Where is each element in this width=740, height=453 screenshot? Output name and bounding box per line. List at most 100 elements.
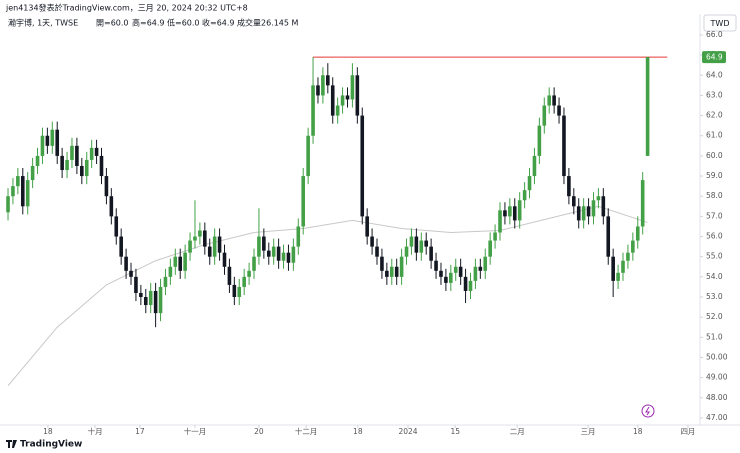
y-tick-label: 47.00: [706, 413, 728, 422]
candle-body: [473, 266, 478, 281]
candle-body: [212, 236, 217, 257]
candle-body: [163, 276, 168, 287]
candle-body: [631, 240, 635, 253]
candle-body: [562, 115, 566, 177]
candle-body: [80, 165, 84, 177]
candle-body: [601, 196, 606, 217]
y-tick-label: 64.0: [706, 70, 723, 79]
candle-body: [114, 216, 119, 237]
candle-body: [380, 256, 384, 271]
candle-body: [40, 135, 45, 156]
candle-body: [453, 266, 458, 273]
brand-logo: [6, 440, 17, 448]
y-tick-label: 48.00: [706, 393, 728, 402]
candle-body: [6, 196, 10, 213]
candle-body: [45, 135, 50, 146]
candle-body: [567, 176, 571, 197]
y-tick-label: 51.0: [706, 332, 723, 341]
last-price-box: [702, 51, 726, 64]
candle-body: [203, 230, 207, 247]
legend-open: 開=60.0: [96, 19, 129, 28]
candle-body: [134, 276, 138, 293]
candle-body: [217, 236, 222, 253]
x-tick-label: 三月: [581, 427, 596, 436]
y-tick-label: 61.0: [706, 131, 723, 140]
y-tick-label: 50.00: [706, 352, 728, 361]
x-tick-label: 20: [254, 427, 264, 436]
candle-body: [399, 256, 404, 277]
legend-volume: 成交量26.145 M: [237, 18, 299, 28]
candle-body: [449, 272, 453, 283]
y-tick-label: 56.0: [706, 232, 723, 241]
candle-body: [532, 155, 537, 177]
candle-body: [444, 276, 448, 283]
candle-body: [394, 266, 399, 277]
candle-body: [301, 176, 306, 227]
x-tick-label: 二月: [510, 427, 525, 436]
y-tick-label: 62.0: [706, 111, 723, 120]
x-tick-label: 18: [43, 427, 53, 436]
y-tick-label: 66.0: [706, 30, 723, 39]
candle-body: [148, 290, 153, 306]
x-tick-label: 18: [353, 427, 363, 436]
candle-body: [266, 250, 271, 257]
event-icon[interactable]: [641, 404, 655, 418]
candle-body: [75, 145, 79, 166]
candle-body: [311, 85, 315, 136]
candle-body: [178, 256, 183, 271]
candle-body: [360, 115, 365, 217]
candle-body: [60, 155, 64, 171]
candle-body: [168, 266, 173, 277]
candle-body: [596, 196, 601, 201]
candle-body: [542, 105, 547, 126]
candle-body: [508, 206, 512, 217]
candle-body: [262, 236, 266, 251]
candle-body: [109, 196, 114, 217]
x-tick-label: 2024: [398, 427, 417, 436]
candle-body: [463, 276, 468, 291]
y-tick-label: 49.00: [706, 373, 728, 382]
candle-body: [89, 147, 94, 160]
candle-body: [385, 270, 389, 277]
candle-body: [222, 252, 227, 267]
x-tick-label: 17: [135, 427, 145, 436]
candle-body: [153, 290, 158, 314]
candle-body: [503, 210, 507, 217]
candle-body: [326, 75, 330, 86]
event-bolt: [645, 406, 650, 416]
candle-body: [20, 176, 25, 207]
candle-body: [237, 286, 242, 298]
byline: jen4134發表於TradingView.com，三月 20, 2024 20…: [5, 3, 248, 13]
plot: 66.065.064.063.062.061.060.059.058.057.0…: [6, 30, 728, 436]
candle-body: [188, 240, 192, 253]
candle-body: [434, 260, 438, 271]
candle-body: [365, 216, 369, 237]
candle-body: [517, 200, 522, 221]
candle-body: [586, 206, 591, 217]
candle-body: [16, 176, 20, 187]
last-price: 64.9: [706, 53, 723, 62]
candle-body: [512, 206, 517, 221]
x-tick-label: 十二月: [295, 426, 318, 436]
candle-body: [242, 276, 246, 287]
moving-average: [7, 205, 648, 387]
candle-body: [316, 85, 320, 96]
candle-body: [611, 256, 615, 281]
currency: TWD: [710, 19, 730, 28]
candle-body: [281, 252, 286, 261]
candle-body: [389, 266, 394, 277]
candle-body: [621, 260, 625, 273]
candle-body: [143, 297, 148, 306]
candle-body: [488, 240, 492, 257]
candle-body: [409, 236, 414, 247]
currency-box[interactable]: [703, 14, 737, 32]
candle-body: [119, 236, 123, 257]
candle-body: [345, 95, 350, 100]
candle-body: [35, 155, 40, 166]
candle-body: [458, 266, 463, 277]
candle-body: [581, 206, 586, 221]
candle-body: [129, 270, 133, 277]
candle-body: [537, 125, 542, 156]
y-tick-label: 53.0: [706, 292, 723, 301]
